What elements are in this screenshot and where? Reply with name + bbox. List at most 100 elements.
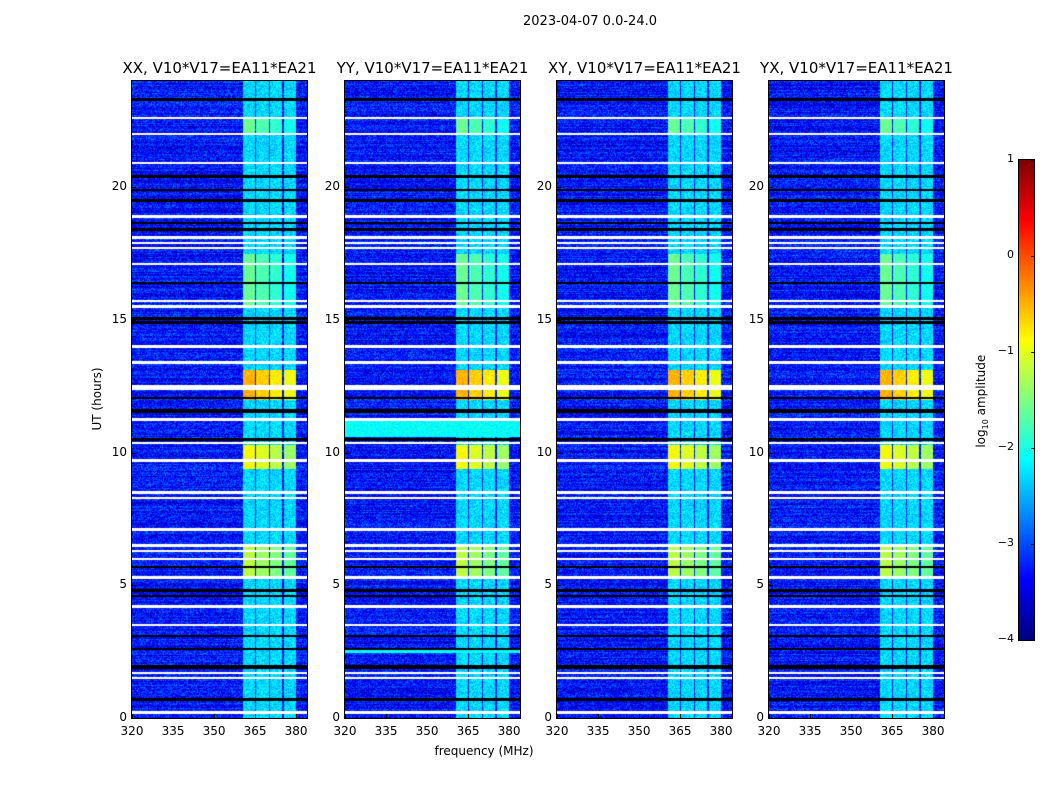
y-tick-label: 0 (332, 710, 340, 724)
y-tick-mark (557, 187, 561, 189)
panel-title: YX, V10*V17=EA11*EA21 (760, 59, 953, 77)
x-tick-mark (214, 714, 216, 718)
x-tick-mark (557, 714, 558, 718)
x-tick-label: 350 (839, 724, 863, 738)
spectrogram-panel (344, 80, 521, 719)
y-tick-label: 10 (536, 444, 552, 459)
x-tick-mark (639, 714, 641, 718)
x-tick-mark (386, 714, 388, 718)
x-tick-mark (598, 714, 600, 718)
spectrogram-panel (131, 80, 308, 719)
x-tick-label: 335 (798, 724, 822, 738)
x-tick-label: 350 (202, 724, 226, 738)
y-tick-label: 20 (748, 179, 764, 194)
x-tick-label: 380 (921, 724, 945, 738)
spectrogram-image (132, 81, 307, 718)
y-tick-label: 15 (536, 311, 552, 326)
x-tick-mark (892, 714, 894, 718)
y-tick-label: 0 (756, 710, 764, 724)
y-tick-label: 5 (119, 577, 127, 592)
x-tick-mark (468, 714, 470, 718)
y-tick-mark (769, 319, 773, 321)
y-tick-mark (769, 187, 773, 189)
y-tick-mark (557, 319, 561, 321)
y-tick-mark (132, 187, 136, 189)
y-tick-label: 20 (324, 179, 340, 194)
spectrogram-image (345, 81, 520, 718)
x-tick-mark (680, 714, 682, 718)
y-tick-mark (557, 718, 561, 719)
y-tick-label: 10 (748, 444, 764, 459)
x-tick-label: 380 (709, 724, 733, 738)
colorbar-tick-mark (1031, 160, 1035, 161)
y-tick-mark (345, 585, 349, 587)
colorbar-tick-mark (1031, 256, 1035, 257)
y-tick-label: 15 (748, 311, 764, 326)
colorbar-tick-mark (1031, 448, 1035, 449)
x-tick-mark (933, 714, 935, 718)
figure-title: 2023-04-07 0.0-24.0 (523, 14, 657, 29)
x-tick-mark (345, 714, 346, 718)
colorbar-label-rest: amplitude (973, 354, 988, 420)
x-tick-label: 380 (497, 724, 521, 738)
x-tick-mark (509, 714, 511, 718)
colorbar-tick-mark (1031, 352, 1035, 353)
x-tick-label: 320 (757, 724, 781, 738)
y-tick-mark (132, 585, 136, 587)
x-tick-label: 365 (243, 724, 267, 738)
colorbar-tick-label: −1 (997, 344, 1014, 357)
colorbar-tick-mark (1031, 544, 1035, 545)
y-tick-label: 5 (332, 577, 340, 592)
colorbar-label-sub: 10 (981, 419, 991, 430)
x-axis-label: frequency (MHz) (434, 744, 534, 758)
x-tick-label: 320 (120, 724, 144, 738)
colorbar-label: log10 amplitude (974, 351, 990, 451)
spectrogram-panel (768, 80, 945, 719)
x-tick-mark (721, 714, 723, 718)
y-tick-mark (132, 718, 136, 719)
x-tick-label: 335 (161, 724, 185, 738)
panel-title: YY, V10*V17=EA11*EA21 (336, 59, 529, 77)
colorbar-tick-label: 0 (1007, 248, 1014, 261)
y-tick-label: 15 (111, 311, 127, 326)
x-tick-label: 350 (627, 724, 651, 738)
colorbar-tick-label: −4 (997, 632, 1014, 645)
y-tick-mark (345, 452, 349, 454)
y-tick-label: 5 (756, 577, 764, 592)
y-tick-mark (345, 319, 349, 321)
spectrogram-panel (556, 80, 733, 719)
x-tick-mark (255, 714, 257, 718)
x-tick-mark (851, 714, 853, 718)
x-tick-mark (173, 714, 175, 718)
y-tick-mark (769, 452, 773, 454)
x-tick-label: 365 (456, 724, 480, 738)
y-tick-label: 10 (111, 444, 127, 459)
y-tick-mark (345, 187, 349, 189)
y-tick-label: 5 (544, 577, 552, 592)
x-tick-label: 380 (284, 724, 308, 738)
y-tick-label: 20 (536, 179, 552, 194)
x-tick-mark (427, 714, 429, 718)
x-tick-label: 350 (415, 724, 439, 738)
y-tick-label: 10 (324, 444, 340, 459)
x-tick-label: 365 (668, 724, 692, 738)
colorbar-gradient (1019, 160, 1034, 640)
panel-title: XY, V10*V17=EA11*EA21 (548, 59, 741, 77)
y-tick-mark (769, 585, 773, 587)
x-tick-label: 320 (545, 724, 569, 738)
x-tick-mark (132, 714, 133, 718)
colorbar-tick-mark (1031, 640, 1035, 641)
x-tick-label: 335 (374, 724, 398, 738)
y-tick-label: 15 (324, 311, 340, 326)
x-tick-mark (296, 714, 298, 718)
y-axis-label: UT (hours) (90, 367, 104, 431)
colorbar-tick-label: −2 (997, 440, 1014, 453)
y-tick-mark (557, 585, 561, 587)
x-tick-label: 365 (880, 724, 904, 738)
y-tick-mark (345, 718, 349, 719)
spectrogram-image (557, 81, 732, 718)
colorbar-label-log: log (973, 429, 988, 448)
x-tick-label: 335 (586, 724, 610, 738)
y-tick-label: 0 (119, 710, 127, 724)
